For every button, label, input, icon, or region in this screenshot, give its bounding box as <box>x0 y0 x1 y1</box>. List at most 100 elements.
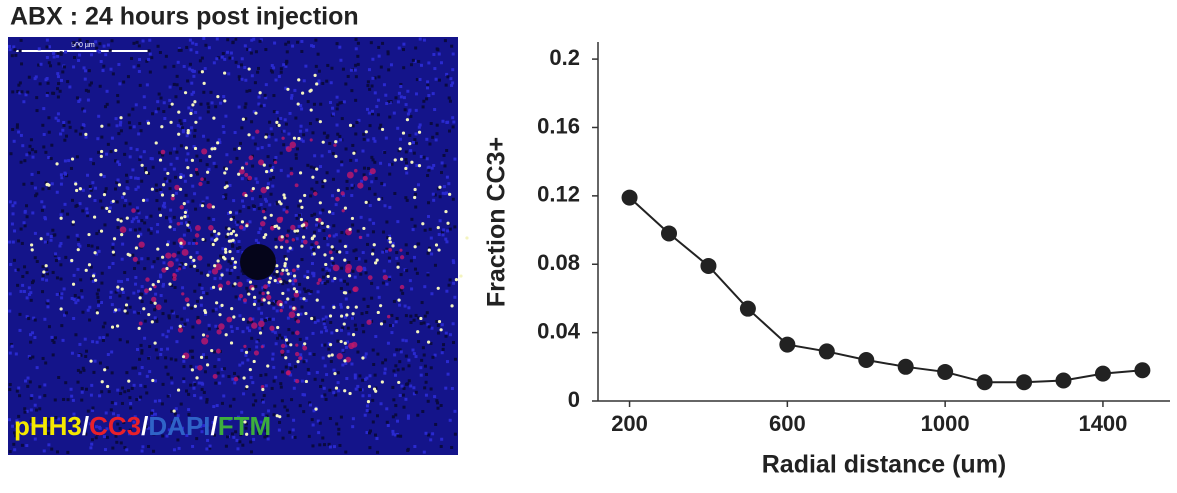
phh3-signal <box>224 167 229 171</box>
nucleus <box>64 311 68 315</box>
nucleus <box>187 408 191 412</box>
nucleus <box>406 414 410 418</box>
phh3-signal <box>138 296 142 300</box>
nucleus <box>442 153 446 157</box>
nucleus <box>145 83 149 87</box>
nucleus <box>238 363 242 367</box>
nucleus <box>8 388 12 392</box>
nucleus <box>365 404 369 408</box>
nucleus <box>47 443 51 447</box>
nucleus <box>45 38 49 42</box>
cc3-signal <box>181 248 189 256</box>
nucleus <box>118 82 122 86</box>
nucleus <box>383 204 387 208</box>
nucleus <box>41 265 45 269</box>
nucleus <box>109 290 113 294</box>
nucleus <box>436 406 440 410</box>
nucleus <box>26 90 30 94</box>
nucleus <box>407 379 411 383</box>
nucleus <box>185 318 189 322</box>
nucleus <box>87 244 91 248</box>
nucleus <box>185 209 189 213</box>
nucleus <box>331 279 335 283</box>
phh3-signal <box>265 170 269 174</box>
cc3-signal <box>177 267 182 271</box>
phh3-signal <box>275 270 279 274</box>
nucleus <box>279 151 283 155</box>
nucleus <box>254 50 258 54</box>
nucleus <box>417 316 421 320</box>
phh3-signal <box>284 257 289 261</box>
nucleus <box>72 297 76 301</box>
nucleus <box>185 221 189 225</box>
nucleus <box>43 240 47 244</box>
phh3-signal <box>413 245 417 249</box>
nucleus <box>166 329 170 333</box>
nucleus <box>210 101 214 105</box>
phh3-signal <box>371 252 375 256</box>
nucleus <box>264 48 268 52</box>
nucleus <box>230 268 234 272</box>
nucleus <box>46 299 50 303</box>
nucleus <box>30 418 34 422</box>
nucleus <box>122 80 126 84</box>
phh3-signal <box>154 141 158 145</box>
nucleus <box>363 377 367 381</box>
nucleus <box>429 366 433 370</box>
nucleus <box>371 57 375 61</box>
nucleus <box>343 315 347 319</box>
nucleus <box>136 347 140 351</box>
nucleus <box>321 317 325 321</box>
nucleus <box>367 111 371 115</box>
nucleus <box>47 426 51 430</box>
nucleus <box>9 262 13 266</box>
nucleus <box>390 313 394 317</box>
nucleus <box>8 383 12 387</box>
nucleus <box>83 77 87 81</box>
nucleus <box>419 373 423 377</box>
phh3-signal <box>223 99 227 103</box>
phh3-signal <box>226 232 230 236</box>
nucleus <box>259 373 263 377</box>
nucleus <box>240 57 244 61</box>
nucleus <box>287 40 291 44</box>
nucleus <box>10 344 14 348</box>
nucleus <box>291 282 295 286</box>
nucleus <box>284 62 288 66</box>
nucleus <box>212 405 216 409</box>
nucleus <box>19 160 23 164</box>
nucleus <box>182 64 186 68</box>
nucleus <box>445 360 449 364</box>
nucleus <box>279 70 283 74</box>
nucleus <box>304 359 308 363</box>
cc3-signal <box>295 378 300 384</box>
nucleus <box>25 315 29 319</box>
nucleus <box>409 384 413 388</box>
nucleus <box>28 356 32 360</box>
nucleus <box>178 263 182 267</box>
nucleus <box>153 412 157 416</box>
nucleus <box>15 125 19 129</box>
nucleus <box>418 123 422 127</box>
nucleus <box>402 48 406 52</box>
nucleus <box>123 446 127 450</box>
nucleus <box>105 152 109 156</box>
phh3-signal <box>413 187 417 192</box>
nucleus <box>255 340 259 344</box>
nucleus <box>452 341 456 345</box>
nucleus <box>181 174 185 178</box>
phh3-signal <box>269 213 273 217</box>
nucleus <box>49 238 53 242</box>
nucleus <box>411 228 415 232</box>
nucleus <box>207 167 211 171</box>
x-axis-label: Radial distance (um) <box>762 451 1007 479</box>
nucleus <box>339 328 343 332</box>
cc3-signal <box>160 149 166 155</box>
nucleus <box>30 394 34 398</box>
nucleus <box>89 265 93 269</box>
nucleus <box>162 261 166 265</box>
nucleus <box>30 172 34 176</box>
nucleus <box>182 359 186 363</box>
nucleus <box>287 132 291 136</box>
nucleus <box>147 49 151 53</box>
